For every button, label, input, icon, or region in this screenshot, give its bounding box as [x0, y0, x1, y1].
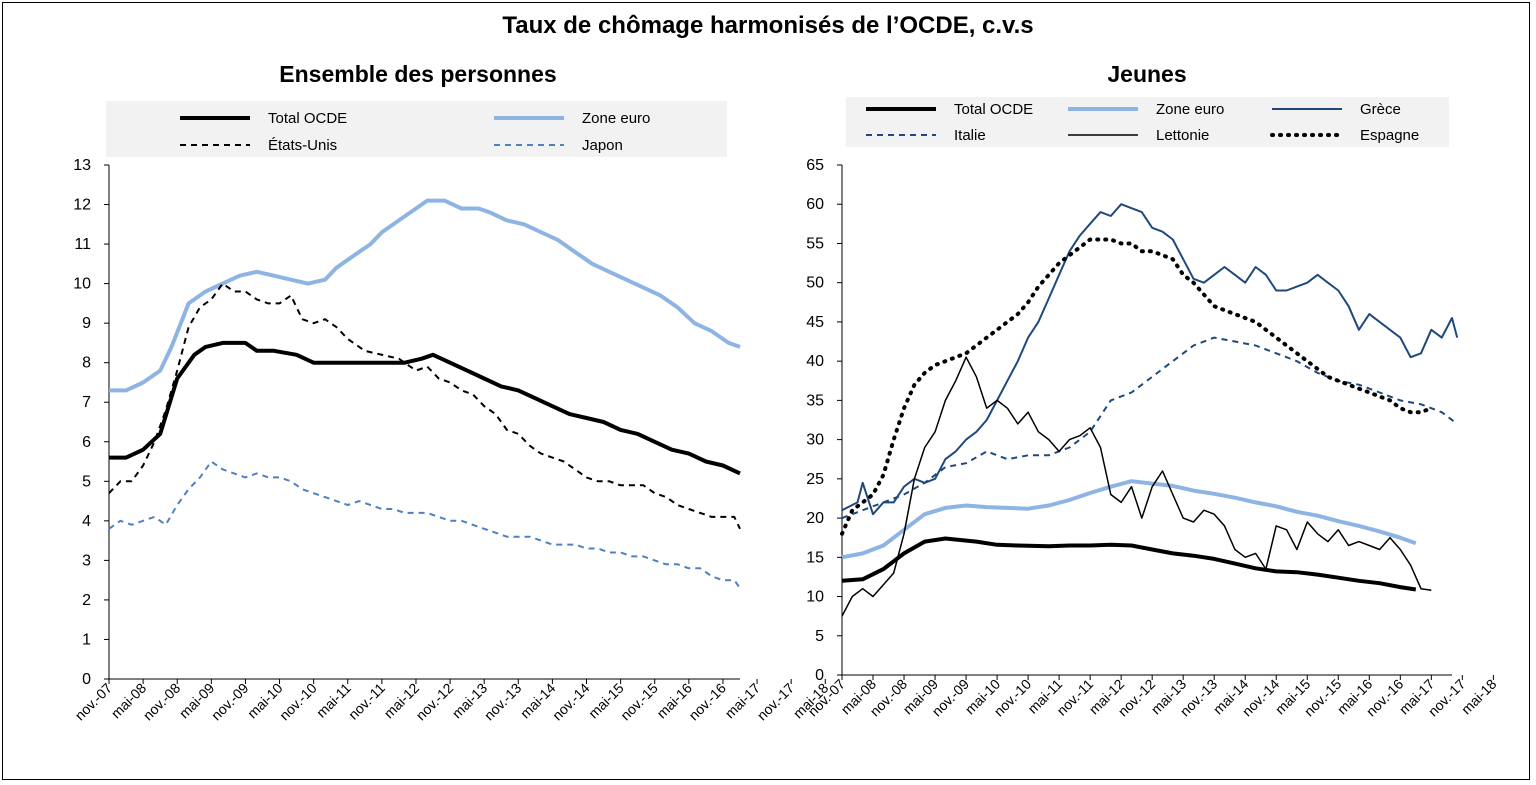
- left-y-tick-label: 1: [82, 631, 91, 648]
- left-y-tick-label: 2: [82, 592, 91, 609]
- left-legend-label-2: États-Unis: [268, 137, 337, 154]
- right-y-tick-label: 10: [806, 589, 824, 606]
- right-legend-label-1: Zone euro: [1156, 101, 1224, 118]
- left-x-tick-label: nov.-08: [140, 680, 184, 724]
- left-y-tick-label: 9: [82, 315, 91, 332]
- right-y-tick-label: 65: [806, 157, 824, 174]
- right-y-tick-label: 40: [806, 353, 824, 370]
- left-y-tick-label: 5: [82, 473, 91, 490]
- left-series-line-2: [108, 282, 741, 530]
- right-y-tick-label: 0: [815, 667, 824, 684]
- left-series-line-0: [109, 340, 741, 476]
- left-series-line-1: [109, 198, 741, 393]
- left-x-tick-label: nov.-12: [413, 680, 457, 724]
- right-series-line-0: [841, 536, 1417, 592]
- left-x-tick-label: nov.-09: [208, 680, 252, 724]
- right-legend-label-5: Espagne: [1360, 127, 1419, 144]
- left-y-tick-label: 11: [74, 236, 91, 253]
- right-legend-label-3: Italie: [954, 127, 986, 144]
- left-x-tick-label: nov.-13: [481, 680, 525, 724]
- left-x-tick-label: nov.-15: [617, 680, 661, 724]
- left-y-tick-label: 8: [82, 355, 91, 372]
- left-y-tick-label: 3: [82, 552, 91, 569]
- left-x-tick-label: nov.-16: [685, 680, 729, 724]
- left-y-tick-label: 12: [73, 197, 91, 214]
- left-x-tick-label: nov.-10: [276, 680, 320, 724]
- right-y-tick-label: 20: [806, 510, 824, 527]
- right-y-tick-label: 15: [806, 549, 824, 566]
- right-y-tick-label: 30: [806, 432, 824, 449]
- right-y-tick-label: 50: [806, 275, 824, 292]
- right-series-line-3: [841, 336, 1458, 520]
- left-x-tick-label: nov.-11: [345, 680, 388, 723]
- right-series-line-5: [840, 237, 1434, 536]
- right-y-tick-label: 45: [806, 314, 824, 331]
- right-series-line-1: [841, 479, 1417, 560]
- left-y-tick-label: 10: [73, 276, 91, 293]
- left-x-tick-label: nov.-17: [754, 680, 798, 724]
- right-legend-label-0: Total OCDE: [954, 101, 1033, 118]
- right-series-line-2: [841, 203, 1459, 516]
- right-legend-label-4: Lettonie: [1156, 127, 1209, 144]
- right-series-line-4: [841, 356, 1432, 617]
- right-legend-box: [846, 97, 1449, 147]
- right-y-tick-label: 5: [815, 628, 824, 645]
- right-y-tick-label: 25: [806, 471, 824, 488]
- left-x-tick-label: nov.-14: [549, 680, 593, 724]
- right-legend-label-2: Grèce: [1360, 101, 1401, 118]
- left-legend-label-3: Japon: [582, 137, 623, 154]
- left-y-tick-label: 0: [82, 671, 91, 688]
- left-legend-label-0: Total OCDE: [268, 110, 347, 127]
- right-x-tick-label: mai-18: [1458, 676, 1500, 718]
- left-y-tick-label: 4: [82, 513, 91, 530]
- right-y-tick-label: 55: [806, 235, 824, 252]
- left-legend-box: [106, 101, 727, 157]
- left-legend-label-1: Zone euro: [582, 110, 650, 127]
- left-series-line-3: [108, 460, 741, 589]
- main-title: Taux de chômage harmonisés de l’OCDE, c.…: [502, 12, 1034, 39]
- left-y-tick-label: 7: [82, 394, 91, 411]
- left-x-tick-label: nov.-07: [72, 680, 116, 724]
- left-y-tick-label: 6: [82, 434, 91, 451]
- right-panel-title: Jeunes: [1107, 61, 1187, 87]
- right-y-tick-label: 35: [806, 392, 824, 409]
- right-y-tick-label: 60: [806, 196, 824, 213]
- left-y-tick-label: 13: [73, 157, 91, 174]
- left-panel-title: Ensemble des personnes: [279, 61, 557, 87]
